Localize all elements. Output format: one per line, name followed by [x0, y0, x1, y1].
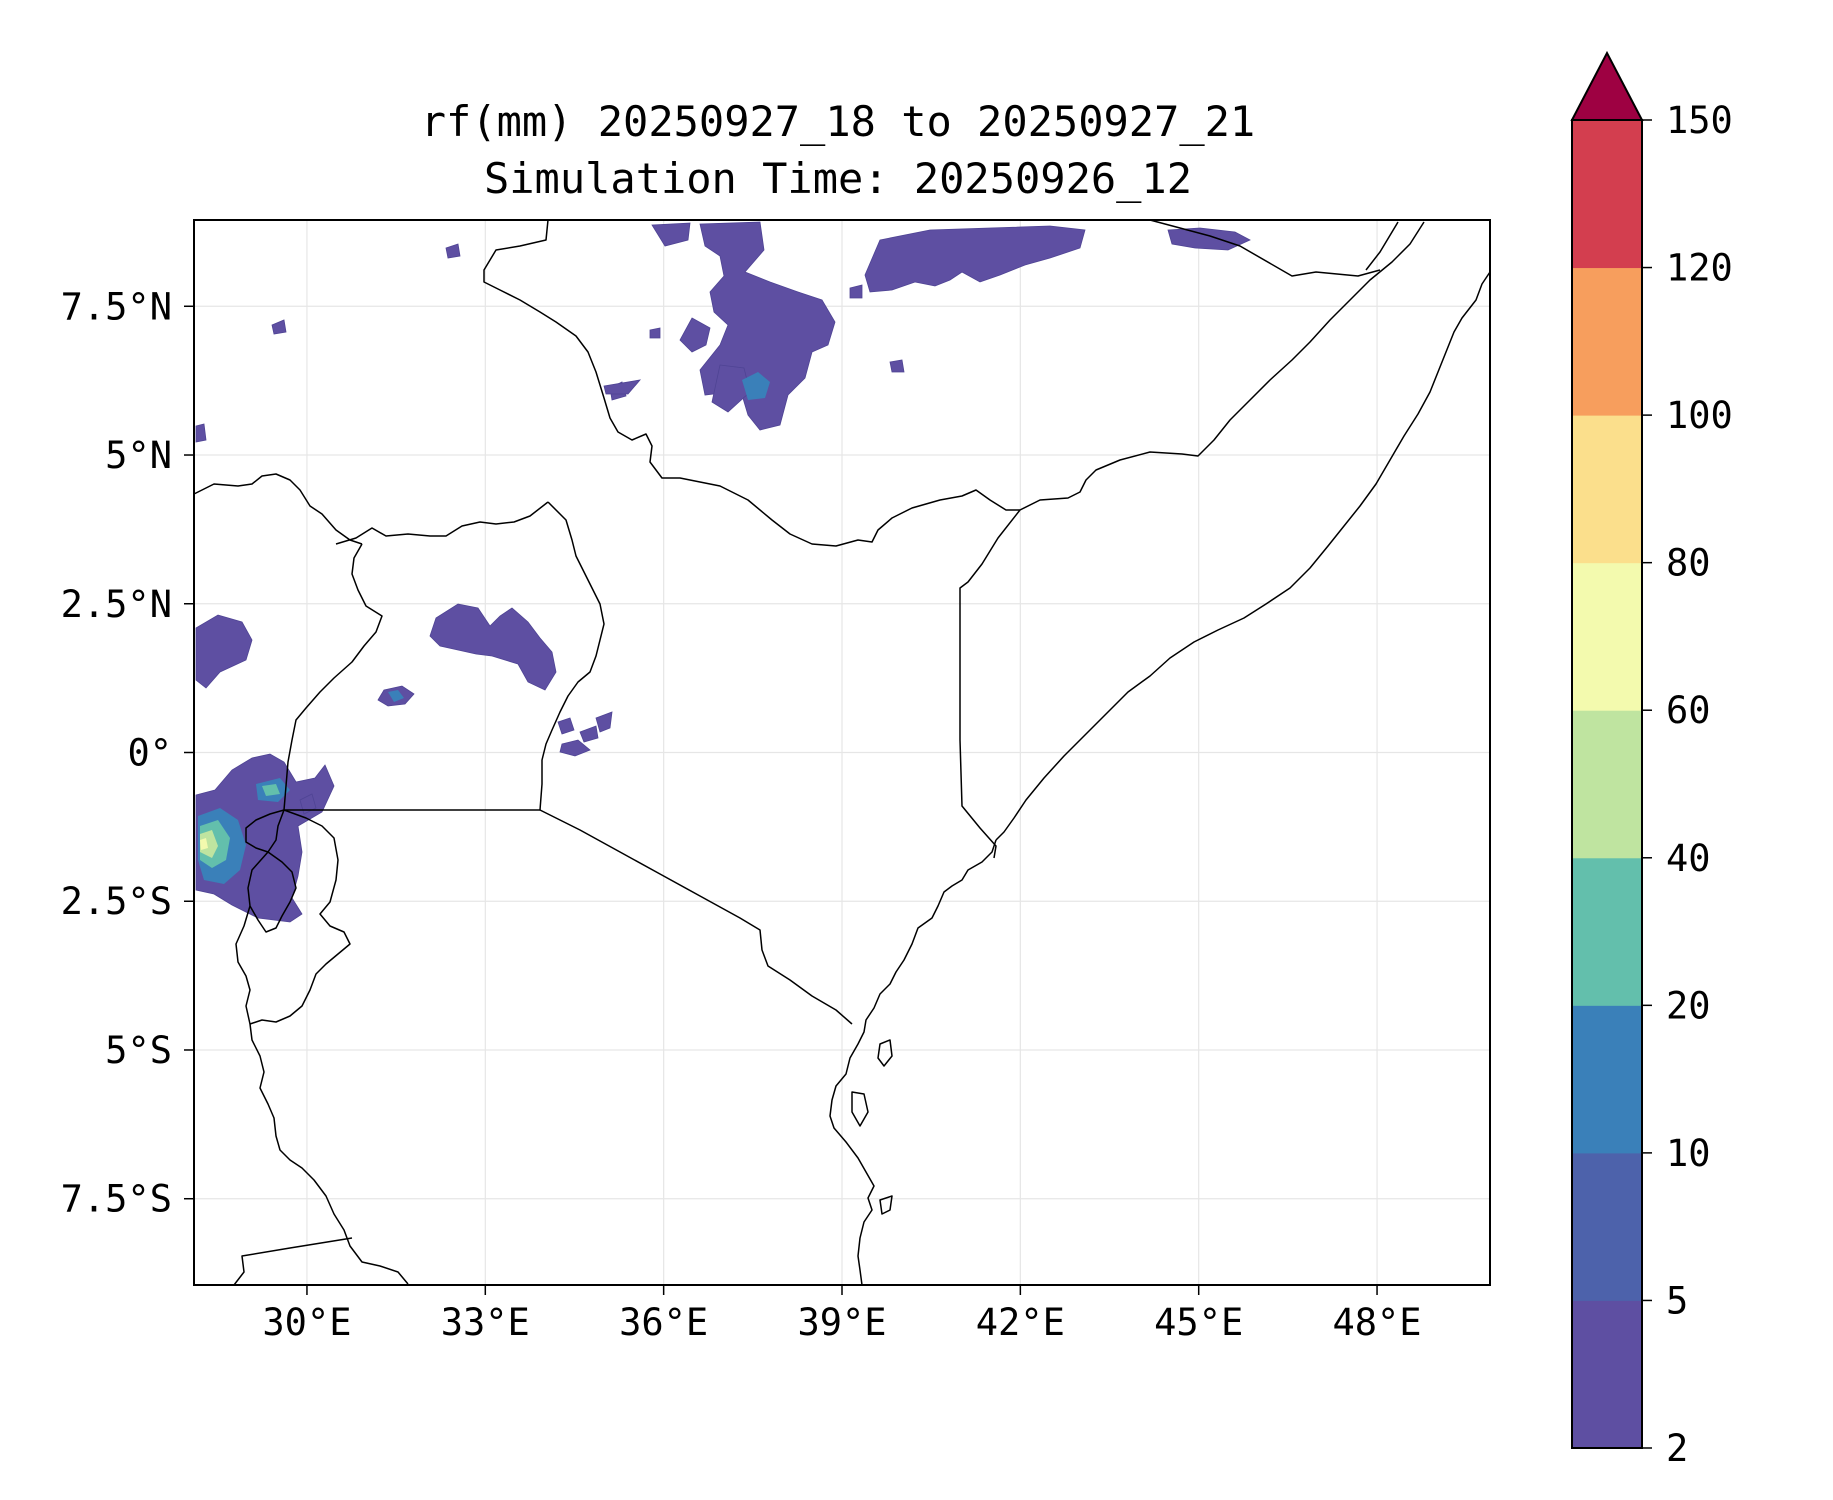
- colorbar-segment: [1572, 267, 1642, 416]
- ethiopia-somalia-border: [1019, 221, 1425, 511]
- zanzibar-island: [851, 1091, 869, 1127]
- burundi-border: [247, 851, 297, 933]
- colorbar-segment: [1572, 1005, 1642, 1154]
- map-plot-area: [193, 219, 1491, 1286]
- colorbar-segment: [1572, 710, 1642, 859]
- colorbar-tick-label: 150: [1666, 99, 1733, 142]
- rain-cell-10-20mm-ethiopia: [742, 372, 770, 400]
- x-tick-label: 39°E: [797, 1301, 886, 1344]
- rain-cell-drc-north: [195, 614, 253, 689]
- rwanda-border: [245, 809, 285, 853]
- y-tick-label: 7.5°S: [61, 1178, 172, 1221]
- colorbar-tick-label: 10: [1666, 1132, 1711, 1175]
- x-tick-label: 42°E: [976, 1301, 1065, 1344]
- x-axis: 30°E 33°E 36°E 39°E 42°E 45°E 48°E: [262, 1285, 1422, 1344]
- rain-cell-60-80mm: [200, 838, 208, 850]
- colorbar-extend-arrow: [1570, 50, 1644, 121]
- rain-cell-ethiopia-small-2: [889, 359, 905, 373]
- pemba-island: [877, 1039, 893, 1067]
- colorbar-tick-label: 60: [1666, 689, 1711, 732]
- rain-cell-10-20mm-lake: [388, 690, 404, 702]
- mafia-island: [879, 1195, 893, 1215]
- y-tick-label: 2.5°N: [61, 583, 172, 626]
- x-tick-label: 36°E: [619, 1301, 708, 1344]
- coastal-islands: [851, 1039, 893, 1215]
- x-tick-label: 33°E: [441, 1301, 530, 1344]
- rain-cell-rwanda-burundi: [195, 753, 335, 923]
- colorbar-tick-label: 5: [1666, 1279, 1688, 1322]
- lake-tanganyika-border: [235, 905, 409, 1285]
- rain-cell-ethiopia-west-4: [651, 222, 691, 247]
- rain-cell-ethiopia-west-2: [679, 317, 711, 353]
- colorbar-tick-label: 120: [1666, 247, 1733, 290]
- kenya-tanzania-coast: [829, 839, 997, 1286]
- uganda-south-sudan-border: [335, 501, 549, 545]
- y-axis: 7.5°N 5°N 2.5°N 0° 2.5°S 5°S 7.5°S: [61, 285, 194, 1221]
- rain-cell-uganda-east-2: [579, 725, 599, 743]
- map-gridlines: [194, 220, 1490, 1285]
- colorbar-tick-label: 20: [1666, 984, 1711, 1027]
- kenya-tanzania-border: [539, 809, 853, 1025]
- chart-title: rf(mm) 20250927_18 to 20250927_21: [421, 97, 1255, 146]
- colorbar-segment: [1572, 415, 1642, 564]
- south-sudan-drc-border: [193, 473, 363, 545]
- colorbar-segment: [1572, 857, 1642, 1006]
- rain-cell-uganda-north: [429, 603, 557, 691]
- ethiopia-eritrea-border: [1149, 219, 1381, 277]
- zambia-border: [233, 1237, 353, 1286]
- x-tick-label: 48°E: [1332, 1301, 1421, 1344]
- rain-cell-drc-edge: [195, 423, 207, 443]
- rain-cell-ethiopia-small-1: [849, 284, 863, 299]
- rain-cell-southsudan-5: [649, 327, 661, 339]
- colorbar-tick-label: 40: [1666, 837, 1711, 880]
- y-tick-label: 5°S: [105, 1029, 172, 1072]
- rain-cell-lake-victoria: [559, 739, 591, 757]
- rainfall-shading: [195, 221, 1251, 923]
- y-tick-label: 7.5°N: [61, 285, 172, 328]
- somalia-coast: [995, 271, 1491, 841]
- rain-cell-southsudan-3: [603, 379, 642, 395]
- x-tick-label: 30°E: [262, 1301, 351, 1344]
- rain-cell-20-40mm-north: [262, 784, 280, 796]
- rain-cell-uganda-east-1: [557, 717, 575, 735]
- rain-cell-ethiopia-west-3: [711, 364, 751, 413]
- colorbar-segment: [1572, 120, 1642, 269]
- y-tick-label: 0°: [127, 732, 172, 775]
- x-tick-label: 45°E: [1154, 1301, 1243, 1344]
- ethiopia-northwest-border: [483, 219, 1020, 547]
- y-tick-label: 2.5°S: [61, 880, 172, 923]
- rain-cell-southsudan-1: [445, 243, 461, 259]
- somalia-north-coast: [1365, 221, 1399, 271]
- country-borders: [193, 219, 1491, 1286]
- kenya-uganda-border: [539, 501, 605, 811]
- colorbar-tick-label: 2: [1666, 1427, 1688, 1470]
- rain-cell-40-60mm: [200, 830, 218, 858]
- rain-cell-ethiopia-centre: [864, 225, 1086, 293]
- kenya-somalia-border: [959, 509, 1021, 859]
- colorbar-tick-label: 80: [1666, 542, 1711, 585]
- tanzania-west-border: [249, 809, 351, 1025]
- colorbar-segment: [1572, 562, 1642, 711]
- colorbar: 2 5 10 20 40 60 80 100 120 150: [1570, 50, 1733, 1470]
- colorbar-frame: [1571, 119, 1643, 1449]
- rain-cell-southsudan-4: [271, 319, 287, 335]
- uganda-drc-border: [283, 543, 383, 811]
- colorbar-segment: [1572, 1152, 1642, 1301]
- chart-subtitle: Simulation Time: 20250926_12: [484, 154, 1192, 203]
- rain-cell-kenya-west: [595, 711, 613, 733]
- y-tick-label: 5°N: [105, 434, 172, 477]
- colorbar-tick-label: 100: [1666, 394, 1733, 437]
- colorbar-segment: [1572, 1300, 1642, 1449]
